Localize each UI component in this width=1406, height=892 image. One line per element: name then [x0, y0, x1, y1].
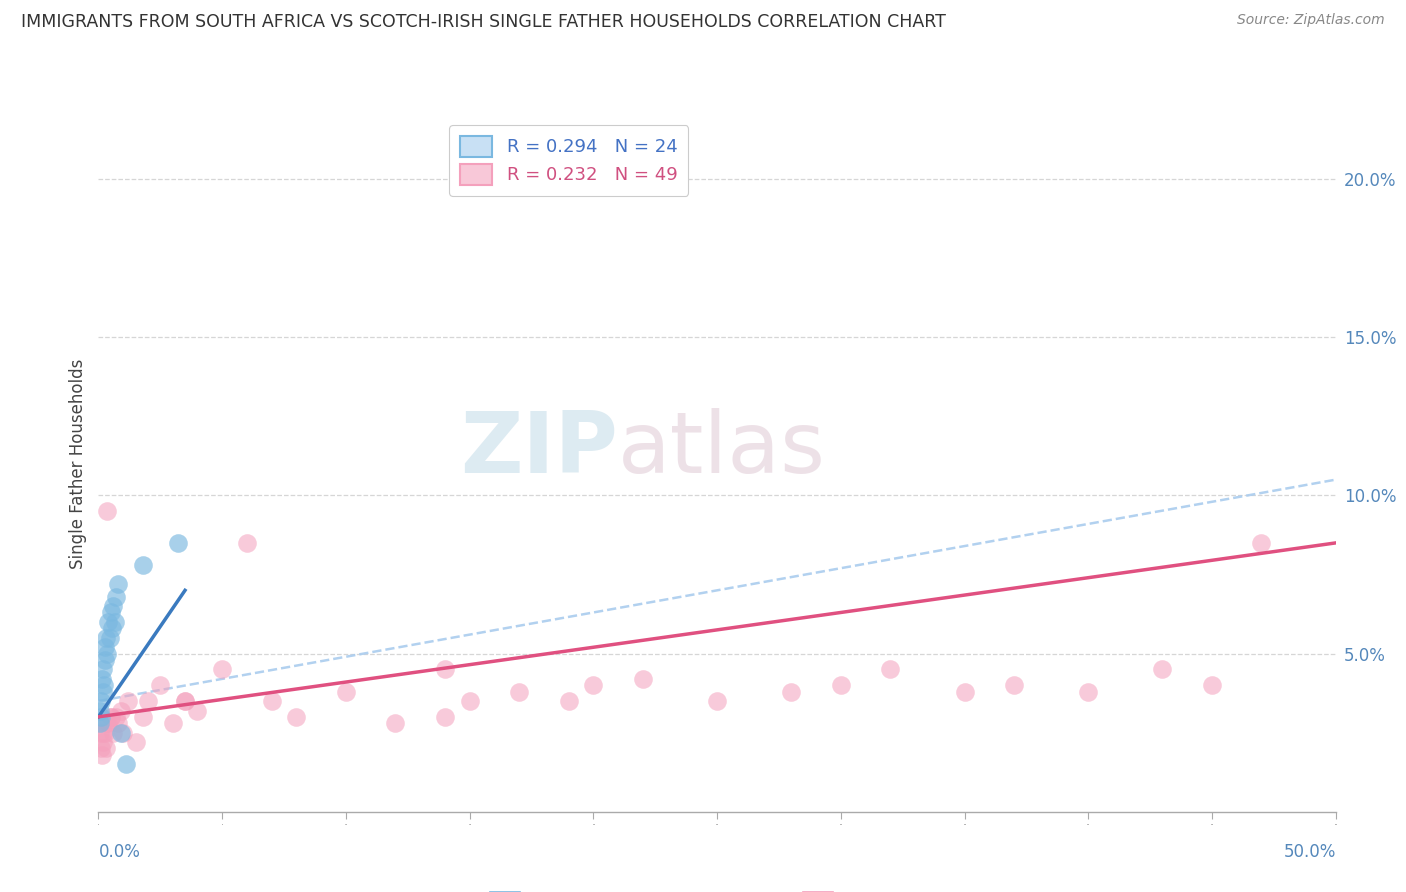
Point [91, 684, 114, 698]
Point [162, 716, 184, 731]
Point [780, 684, 803, 698]
Point [93, 662, 115, 676]
Point [211, 662, 233, 676]
Legend: Immigrants from South Africa, Scotch-Irish: Immigrants from South Africa, Scotch-Iri… [484, 886, 950, 892]
Point [458, 694, 481, 708]
Point [132, 710, 155, 724]
Point [94, 631, 117, 645]
Point [433, 662, 456, 676]
Point [174, 694, 197, 708]
Point [104, 590, 127, 604]
Point [93, 725, 115, 739]
Point [384, 716, 406, 731]
Point [107, 716, 129, 731]
Point [100, 710, 122, 724]
Point [101, 621, 124, 635]
Text: 0.0%: 0.0% [98, 843, 141, 861]
Point [117, 694, 139, 708]
Point [236, 536, 259, 550]
Point [110, 725, 132, 739]
Point [94, 741, 117, 756]
Point [98, 631, 121, 645]
Point [285, 710, 308, 724]
Text: ZIP: ZIP [460, 409, 619, 491]
Point [706, 694, 728, 708]
Point [557, 694, 579, 708]
Point [1152, 662, 1174, 676]
Point [132, 558, 155, 572]
Point [1201, 678, 1223, 692]
Point [90, 741, 112, 756]
Point [96, 504, 118, 518]
Point [107, 577, 129, 591]
Point [136, 694, 159, 708]
Text: atlas: atlas [619, 409, 827, 491]
Point [174, 694, 197, 708]
Point [953, 684, 976, 698]
Point [582, 678, 605, 692]
Point [90, 710, 112, 724]
Point [110, 704, 132, 718]
Point [1002, 678, 1025, 692]
Point [100, 606, 122, 620]
Point [1250, 536, 1272, 550]
Text: Source: ZipAtlas.com: Source: ZipAtlas.com [1237, 13, 1385, 28]
Point [93, 678, 115, 692]
Point [103, 725, 125, 739]
Text: 50.0%: 50.0% [1284, 843, 1336, 861]
Point [335, 684, 357, 698]
Point [103, 615, 125, 629]
Point [93, 735, 115, 749]
Point [631, 672, 654, 686]
Point [96, 647, 118, 661]
Point [103, 599, 125, 614]
Point [508, 684, 530, 698]
Point [89, 716, 111, 731]
Point [186, 704, 208, 718]
Point [166, 536, 188, 550]
Point [433, 710, 456, 724]
Point [100, 710, 122, 724]
Point [94, 716, 117, 731]
Point [879, 662, 901, 676]
Point [112, 725, 135, 739]
Point [104, 710, 127, 724]
Point [124, 735, 146, 749]
Point [91, 672, 114, 686]
Point [89, 725, 111, 739]
Point [830, 678, 852, 692]
Point [149, 678, 172, 692]
Point [89, 704, 111, 718]
Y-axis label: Single Father Households: Single Father Households [69, 359, 87, 569]
Point [90, 694, 112, 708]
Point [97, 615, 120, 629]
Point [1077, 684, 1099, 698]
Point [93, 640, 115, 655]
Point [94, 653, 117, 667]
Point [91, 747, 114, 762]
Text: IMMIGRANTS FROM SOUTH AFRICA VS SCOTCH-IRISH SINGLE FATHER HOUSEHOLDS CORRELATIO: IMMIGRANTS FROM SOUTH AFRICA VS SCOTCH-I… [21, 13, 946, 31]
Point [114, 757, 136, 772]
Point [260, 694, 283, 708]
Point [97, 716, 120, 731]
Point [93, 725, 115, 739]
